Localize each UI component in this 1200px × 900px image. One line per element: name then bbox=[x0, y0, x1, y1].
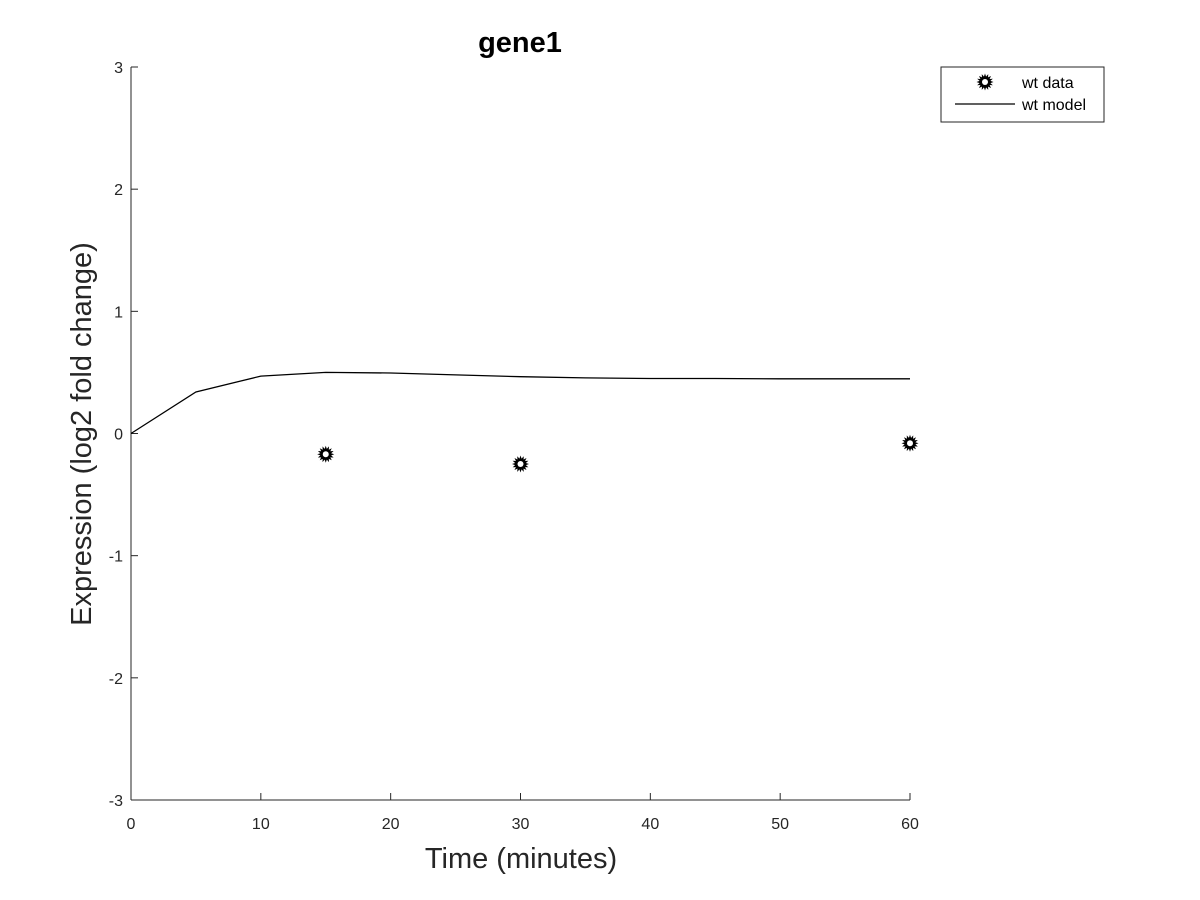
data-point-wt-data bbox=[317, 445, 335, 463]
y-tick-label: -1 bbox=[109, 549, 123, 566]
x-tick-label: 10 bbox=[252, 816, 270, 833]
legend-label-wt-data: wt data bbox=[1021, 75, 1074, 92]
y-tick-label: -2 bbox=[109, 671, 123, 688]
legend-box bbox=[940, 66, 1105, 123]
legend-label-wt-model: wt model bbox=[1021, 97, 1086, 114]
y-tick-label: 3 bbox=[114, 60, 123, 77]
legend: wt data wt model bbox=[940, 66, 1105, 123]
data-point-wt-data bbox=[901, 434, 919, 452]
x-tick-label: 60 bbox=[901, 816, 919, 833]
x-tick-label: 40 bbox=[641, 816, 659, 833]
x-tick-label: 20 bbox=[382, 816, 400, 833]
y-ticks: -3 -2 -1 0 1 2 3 bbox=[109, 60, 138, 810]
x-axis-label: Time (minutes) bbox=[425, 843, 617, 875]
x-ticks: 0 10 20 30 40 50 60 bbox=[127, 793, 919, 833]
legend-marker-wt-data bbox=[976, 73, 994, 91]
y-tick-label: 0 bbox=[114, 427, 123, 444]
series-line-wt-model bbox=[130, 371, 910, 435]
data-point-wt-data bbox=[512, 455, 529, 473]
x-tick-label: 0 bbox=[127, 816, 136, 833]
x-tick-label: 30 bbox=[512, 816, 530, 833]
legend-marker-icon bbox=[976, 73, 994, 91]
marker-center bbox=[517, 461, 524, 468]
chart-title: gene1 bbox=[478, 27, 562, 59]
series-layer bbox=[130, 371, 919, 473]
plot-area: 0 10 20 30 40 50 60 -3 -2 -1 0 1 2 3 bbox=[109, 60, 919, 833]
y-tick-label: 1 bbox=[114, 304, 123, 321]
x-tick-label: 50 bbox=[771, 816, 789, 833]
marker-center bbox=[907, 440, 913, 447]
y-axis-label: Expression (log2 fold change) bbox=[66, 242, 98, 626]
y-tick-label: -3 bbox=[109, 793, 123, 810]
marker-center bbox=[322, 451, 329, 458]
marker-center bbox=[982, 79, 988, 85]
y-tick-label: 2 bbox=[114, 182, 123, 199]
